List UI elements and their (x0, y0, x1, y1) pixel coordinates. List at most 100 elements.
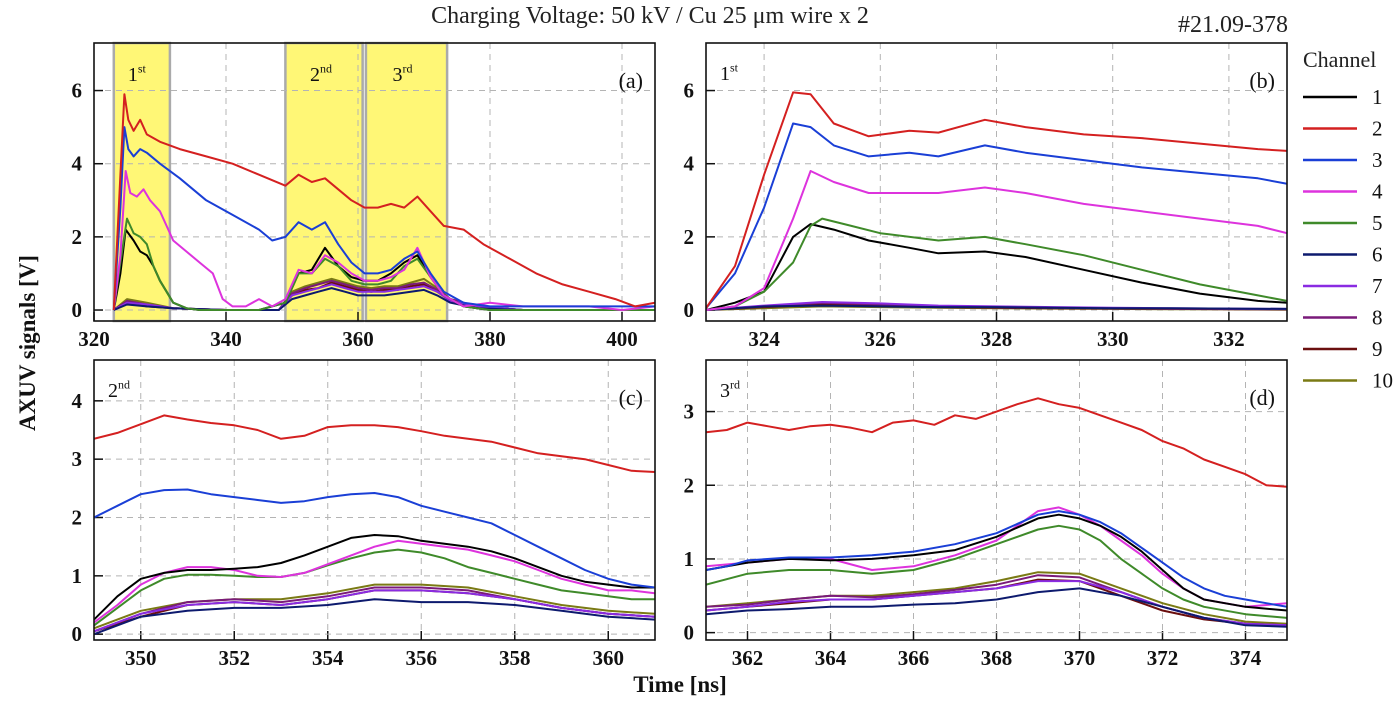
y-tick-label: 3 (684, 400, 695, 424)
series-line-ch2 (706, 397, 1287, 488)
series-line-ch9 (94, 589, 655, 633)
x-tick-label: 352 (219, 646, 251, 670)
x-tick-label: 332 (1213, 327, 1245, 351)
x-tick-label: 360 (593, 646, 625, 670)
series-line-ch2 (706, 91, 1287, 309)
panel-d: 362 364 366 368 370 372 374 0 1 2 3 (d) 3rd (684, 359, 1288, 670)
plot-frame (93, 359, 656, 641)
panel-c: 350 352 354 356 358 360 0 1 2 3 4 (c) 2nd (72, 359, 656, 670)
plot-frame (93, 42, 656, 322)
plot-frame (705, 42, 1288, 322)
series-line-ch4 (706, 170, 1287, 311)
legend-label-ch9: 9 (1372, 337, 1383, 361)
series-line-ch3 (94, 488, 655, 589)
panel-label: (c) (619, 385, 643, 410)
legend-label-ch2: 2 (1372, 117, 1383, 141)
y-tick-label: 0 (72, 622, 83, 646)
legend-label-ch10: 10 (1372, 369, 1393, 393)
series-line-ch7 (94, 589, 655, 633)
x-tick-label: 350 (125, 646, 157, 670)
inset-label: 3rd (720, 378, 740, 402)
highlight-region (112, 41, 172, 323)
inset-label: 1st (720, 61, 739, 85)
legend-label-ch1: 1 (1372, 85, 1383, 109)
series-line-ch4 (112, 170, 655, 311)
x-tick-label: 362 (732, 646, 764, 670)
x-tick-label: 400 (606, 327, 638, 351)
series-group (706, 91, 1287, 311)
x-tick-label: 374 (1230, 646, 1262, 670)
x-tick-label: 360 (342, 327, 374, 351)
y-tick-label: 4 (72, 152, 83, 176)
series-line-ch1 (94, 534, 655, 621)
series-group (94, 414, 655, 636)
x-tick-label: 324 (748, 327, 780, 351)
plot-frame (705, 359, 1288, 641)
legend-title: Channel (1303, 47, 1377, 72)
y-tick-label: 3 (72, 447, 83, 471)
y-tick-label: 2 (72, 506, 83, 530)
legend: 1 2 3 4 5 6 7 8 9 10 (1303, 85, 1393, 393)
series-line-ch5 (112, 217, 655, 311)
y-tick-label: 4 (684, 152, 695, 176)
shot-id: #21.09-378 (1178, 12, 1288, 38)
x-tick-label: 328 (981, 327, 1013, 351)
legend-label-ch7: 7 (1372, 274, 1383, 298)
y-tick-label: 0 (72, 298, 83, 322)
y-tick-label: 6 (684, 79, 695, 103)
panel-a: 1st 2nd 3rd 320 340 360 380 400 0 2 4 6 (a) (72, 41, 656, 351)
legend-label-ch4: 4 (1372, 180, 1383, 204)
x-tick-label: 330 (1097, 327, 1129, 351)
series-line-ch6 (706, 587, 1287, 628)
x-tick-label: 368 (981, 646, 1013, 670)
panel-b: 324 326 328 330 332 0 2 4 6 (b) 1st (684, 42, 1288, 351)
panel-label: (b) (1249, 68, 1275, 93)
legend-label-ch6: 6 (1372, 243, 1383, 267)
y-tick-label: 1 (684, 547, 695, 571)
series-line-ch1 (706, 513, 1287, 612)
x-tick-label: 358 (499, 646, 531, 670)
series-line-ch2 (94, 414, 655, 473)
y-tick-label: 2 (684, 225, 695, 249)
series-line-ch6 (94, 598, 655, 636)
series-line-ch3 (706, 122, 1287, 309)
panel-label: (a) (619, 68, 643, 93)
x-tick-label: 366 (898, 646, 930, 670)
x-tick-label: 364 (815, 646, 847, 670)
x-tick-label: 326 (865, 327, 897, 351)
series-line-ch4 (94, 539, 655, 624)
y-tick-label: 2 (684, 473, 695, 497)
series-line-ch6 (706, 304, 1287, 311)
series-line-ch3 (706, 510, 1287, 608)
inset-label: 2nd (108, 378, 130, 402)
highlight-label: 2nd (310, 62, 332, 86)
x-tick-label: 320 (78, 327, 110, 351)
figure-title: Charging Voltage: 50 kV / Cu 25 μm wire … (431, 3, 869, 29)
x-tick-label: 372 (1147, 646, 1179, 670)
x-axis-label: Time [ns] (633, 672, 727, 697)
highlight-label: 1st (128, 62, 147, 86)
highlight-label: 3rd (393, 62, 413, 86)
x-tick-label: 370 (1064, 646, 1096, 670)
series-group (112, 93, 655, 311)
series-group (706, 397, 1287, 628)
series-line-ch2 (112, 93, 655, 311)
y-tick-label: 0 (684, 621, 695, 645)
legend-label-ch3: 3 (1372, 148, 1383, 172)
series-line-ch5 (706, 524, 1287, 619)
x-tick-label: 356 (406, 646, 438, 670)
legend-label-ch8: 8 (1372, 306, 1383, 330)
x-tick-label: 340 (210, 327, 242, 351)
y-tick-label: 6 (72, 79, 83, 103)
panel-label: (d) (1249, 385, 1275, 410)
y-tick-label: 1 (72, 564, 83, 588)
x-tick-label: 354 (312, 646, 344, 670)
legend-label-ch5: 5 (1372, 211, 1383, 235)
y-tick-label: 2 (72, 225, 83, 249)
series-line-ch1 (706, 223, 1287, 311)
y-tick-label: 4 (72, 389, 83, 413)
series-line-ch3 (112, 126, 655, 311)
y-tick-label: 0 (684, 298, 695, 322)
